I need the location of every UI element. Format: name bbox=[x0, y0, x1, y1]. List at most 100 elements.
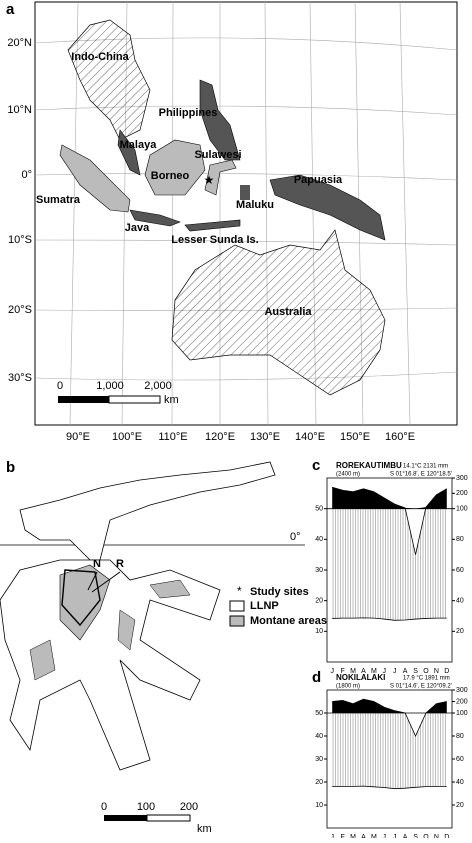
lon-label: 100°E bbox=[112, 431, 142, 443]
region-label: Australia bbox=[264, 306, 312, 318]
lat-label: 20°S bbox=[8, 304, 32, 316]
sulawesi-body bbox=[0, 559, 221, 771]
lon-label: 150°E bbox=[340, 431, 370, 443]
station-name: NOKILALAKI bbox=[336, 673, 385, 682]
y2-tick-label: 40 bbox=[456, 779, 464, 786]
lesser-sunda bbox=[184, 219, 241, 232]
region-label: Java bbox=[125, 222, 150, 234]
panel-label: d bbox=[312, 669, 321, 686]
y2-tick-label: 40 bbox=[456, 598, 464, 605]
lon-label: 160°E bbox=[385, 431, 415, 443]
site-label: N bbox=[93, 558, 101, 570]
scale-bar bbox=[108, 395, 161, 404]
legend-label: Montane areas bbox=[250, 615, 327, 627]
scale-label: 100 bbox=[137, 801, 155, 813]
lon-label: 130°E bbox=[250, 431, 280, 443]
pointer bbox=[87, 571, 98, 591]
region-label: Philippines bbox=[159, 107, 218, 119]
lon-label: 90°E bbox=[66, 431, 90, 443]
perhumid-area bbox=[332, 487, 447, 509]
y-tick-label: 40 bbox=[315, 733, 323, 740]
x-tick-label: J bbox=[393, 668, 397, 675]
y-tick-label: 40 bbox=[315, 536, 323, 543]
precipitation-line bbox=[332, 486, 447, 555]
scale-label: 200 bbox=[180, 801, 198, 813]
region-label: Sumatra bbox=[36, 194, 81, 206]
humid-area bbox=[332, 508, 447, 621]
x-tick-label: J bbox=[330, 668, 334, 675]
y2-tick-label: 200 bbox=[456, 490, 468, 497]
x-tick-label: A bbox=[361, 834, 366, 838]
y2-tick-label: 80 bbox=[456, 733, 464, 740]
lat-label: 0° bbox=[21, 169, 32, 181]
y2-tick-label: 100 bbox=[456, 506, 468, 513]
y2-tick-label: 60 bbox=[456, 756, 464, 763]
station-elevation: (1800 m) bbox=[336, 684, 360, 690]
x-tick-label: O bbox=[423, 668, 429, 675]
parallels bbox=[34, 37, 458, 381]
legend-label: Study sites bbox=[250, 586, 309, 598]
station-summary: 14.1°C 2131 mm bbox=[403, 464, 448, 470]
x-tick-label: D bbox=[444, 834, 449, 838]
station-summary: 17.9 °C 1891 mm bbox=[403, 676, 450, 682]
y-tick-label: 30 bbox=[315, 756, 323, 763]
x-tick-label: O bbox=[423, 834, 429, 838]
map-b: * bbox=[0, 461, 305, 822]
x-tick-label: J bbox=[393, 834, 397, 838]
borneo bbox=[144, 139, 206, 196]
x-tick-label: A bbox=[403, 834, 408, 838]
pointer bbox=[91, 571, 121, 593]
region-label: Lesser Sunda Is. bbox=[171, 234, 258, 246]
y2-tick-label: 200 bbox=[456, 698, 468, 705]
lon-label: 110°E bbox=[158, 431, 187, 443]
y-tick-label: 30 bbox=[315, 567, 323, 574]
x-tick-label: J bbox=[330, 834, 334, 838]
legend-label: LLNP bbox=[250, 600, 279, 612]
lon-label: 120°E bbox=[205, 431, 235, 443]
panel-label: b bbox=[6, 459, 15, 476]
x-tick-label: F bbox=[340, 834, 344, 838]
scale-unit: km bbox=[164, 394, 179, 406]
scale-label: 1,000 bbox=[96, 380, 124, 392]
malaya bbox=[117, 129, 141, 176]
humid-area bbox=[332, 713, 447, 789]
star: ★ bbox=[204, 173, 215, 187]
scale-bar bbox=[146, 814, 191, 822]
y-tick-label: 50 bbox=[315, 710, 323, 717]
java bbox=[129, 209, 181, 227]
station-coords: S 01°14.6', E 120°09.2' bbox=[390, 684, 452, 690]
y2-tick-label: 20 bbox=[456, 628, 464, 635]
y2-tick-label: 300 bbox=[456, 687, 468, 694]
station-elevation: (2400 m) bbox=[336, 472, 360, 478]
lat-label: 10°N bbox=[7, 104, 32, 116]
x-tick-label: S bbox=[413, 668, 418, 675]
temperature-line bbox=[332, 785, 447, 790]
lat-label: 30°S bbox=[8, 372, 32, 384]
panel-label: a bbox=[6, 1, 15, 18]
y2-tick-label: 100 bbox=[456, 710, 468, 717]
x-tick-label: M bbox=[371, 834, 377, 838]
temperature-line bbox=[332, 617, 447, 621]
y2-tick-label: 60 bbox=[456, 567, 464, 574]
scale-bar bbox=[104, 815, 147, 821]
x-tick-label: D bbox=[444, 668, 449, 675]
x-tick-label: M bbox=[350, 668, 356, 675]
y2-tick-label: 300 bbox=[456, 475, 468, 482]
perhumid-area bbox=[332, 699, 447, 713]
legend-swatch bbox=[229, 615, 245, 627]
lat-label: 20°N bbox=[7, 37, 32, 49]
x-tick-label: A bbox=[403, 668, 408, 675]
region-label: Papuasia bbox=[294, 174, 343, 186]
x-tick-label: J bbox=[383, 668, 387, 675]
maluku bbox=[240, 185, 250, 200]
station-coords: S 01°16.8', E 120°18.5' bbox=[390, 472, 452, 478]
australia bbox=[171, 229, 386, 396]
x-tick-label: M bbox=[371, 668, 377, 675]
montane bbox=[149, 579, 191, 599]
y-tick-label: 20 bbox=[315, 598, 323, 605]
y-tick-label: 20 bbox=[315, 779, 323, 786]
north-arm bbox=[19, 461, 276, 561]
site-label: R bbox=[116, 558, 124, 570]
x-tick-label: S bbox=[413, 834, 418, 838]
